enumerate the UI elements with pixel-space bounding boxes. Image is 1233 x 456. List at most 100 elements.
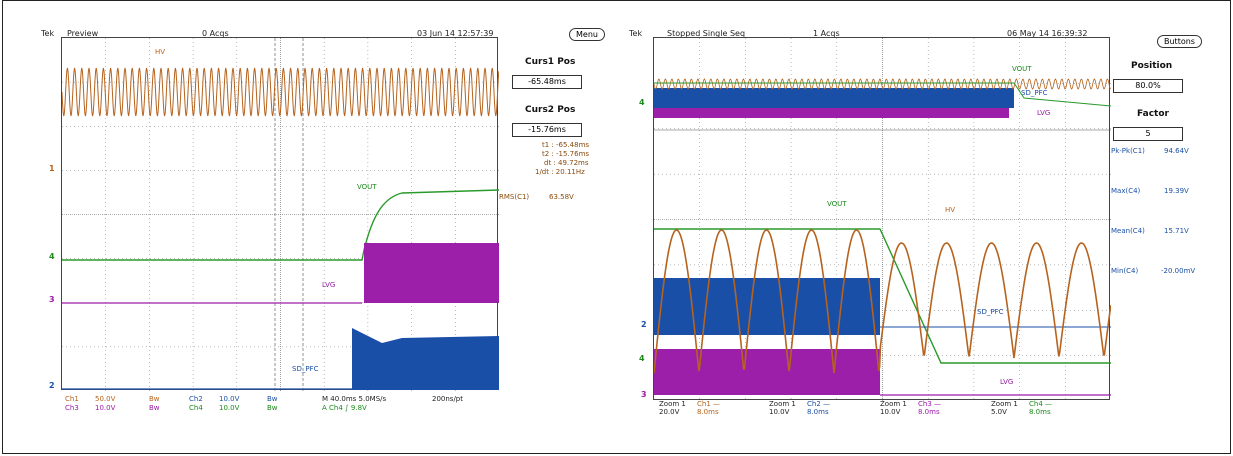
zoom-label: Zoom 1	[880, 400, 907, 408]
zoom-channel: Ch3 —	[918, 400, 942, 408]
left-hv-label: HV	[155, 48, 166, 56]
vout-trace	[654, 228, 1111, 364]
right-sdpfc-label: SD_PFC	[977, 308, 1004, 316]
right-datetime: 06 May 14 16:39:32	[1007, 29, 1088, 38]
left-ch2-marker: 2	[49, 381, 55, 390]
points-readout: 200ns/pt	[432, 395, 463, 403]
measurement-label: Pk-Pk(C1)	[1111, 147, 1145, 155]
rms-label: RMS(C1)	[499, 193, 530, 201]
factor-value[interactable]: 5	[1113, 127, 1183, 141]
lvg-trace-switching	[654, 349, 880, 395]
left-waveforms	[62, 38, 499, 391]
ch3-bw: Bw	[149, 404, 160, 412]
measurement-value: 15.71V	[1164, 227, 1189, 235]
menu-button[interactable]: Menu	[569, 28, 605, 41]
right-top-vout-label: VOUT	[1012, 65, 1032, 73]
readout-t1: t1 : -65.48ms	[542, 141, 590, 149]
ch4-label: Ch4	[189, 404, 203, 412]
lvg-trace-switching	[364, 243, 499, 303]
right-status: Stopped Single Seq	[667, 29, 746, 38]
zoom-label: Zoom 1	[659, 400, 686, 408]
left-oscilloscope-screen: Tek Preview 0 Acqs 03 Jun 14 12:57:39 Me…	[37, 23, 619, 423]
measurement-label: Min(C4)	[1111, 267, 1139, 275]
right-ch2-marker: 2	[641, 320, 647, 329]
ch1-bw: Bw	[149, 395, 160, 403]
measurement-value: 19.39V	[1164, 187, 1189, 195]
right-hv-label: HV	[945, 206, 956, 214]
ch4-scale: 10.0V	[219, 404, 240, 412]
buttons-button[interactable]: Buttons	[1157, 35, 1202, 48]
zoom-volts: 10.0V	[769, 408, 790, 416]
right-top-ch4-marker: 4	[639, 98, 645, 107]
left-datetime: 03 Jun 14 12:57:39	[417, 29, 494, 38]
ch2-label: Ch2	[189, 395, 203, 403]
ch3-scale: 10.0V	[95, 404, 116, 412]
zoom-time: 8.0ms	[1029, 408, 1051, 416]
hv-trace	[62, 67, 499, 117]
zoom-channel: Ch4 —	[1029, 400, 1053, 408]
curs1-pos-title: Curs1 Pos	[525, 57, 576, 67]
timebase-readout: M 40.0ms 5.0MS/s	[322, 395, 387, 403]
top-hv-trace	[654, 78, 1111, 90]
position-title: Position	[1131, 61, 1173, 71]
ch1-label: Ch1	[65, 395, 79, 403]
left-status: Preview	[67, 29, 99, 38]
right-lvg-label: LVG	[1000, 378, 1014, 386]
trigger-readout: A Ch4 ∫ 9.8V	[322, 404, 367, 412]
left-lvg-label: LVG	[322, 281, 336, 289]
ch4-bw: Bw	[267, 404, 278, 412]
ch2-bw: Bw	[267, 395, 278, 403]
top-lvg-band	[654, 108, 1009, 118]
measurement-value: -20.00mV	[1161, 267, 1196, 275]
right-ch4-marker: 4	[639, 354, 645, 363]
top-vout-trace	[654, 82, 1111, 107]
zoom-channel: Ch1 —	[697, 400, 721, 408]
zoom-label: Zoom 1	[991, 400, 1018, 408]
right-acqs: 1 Acqs	[813, 29, 840, 38]
right-brand: Tek	[629, 29, 643, 38]
left-vout-label: VOUT	[357, 183, 377, 191]
left-brand: Tek	[41, 29, 55, 38]
measurement-label: Mean(C4)	[1111, 227, 1145, 235]
right-vout-label: VOUT	[827, 200, 847, 208]
ch3-label: Ch3	[65, 404, 79, 412]
zoom-time: 8.0ms	[918, 408, 940, 416]
left-graticule	[61, 37, 499, 391]
zoom-time: 8.0ms	[807, 408, 829, 416]
right-top-lvg-label: LVG	[1037, 109, 1051, 117]
factor-title: Factor	[1137, 109, 1169, 119]
left-ch4-marker: 4	[49, 252, 55, 261]
curs2-pos-title: Curs2 Pos	[525, 105, 576, 115]
sd-pfc-trace-switching	[654, 278, 880, 335]
rms-value: 63.58V	[549, 193, 574, 201]
left-ch3-marker: 3	[49, 295, 55, 304]
readout-t2: t2 : -15.76ms	[542, 150, 590, 158]
zoom-channel: Ch2 —	[807, 400, 831, 408]
readout-inv-dt: 1/dt : 20.11Hz	[535, 168, 585, 176]
readout-dt: dt : 49.72ms	[544, 159, 589, 167]
curs2-pos-value[interactable]: -15.76ms	[512, 123, 582, 137]
measurement-label: Max(C4)	[1111, 187, 1141, 195]
top-sdpfc-band	[654, 88, 1014, 108]
hv-trace	[654, 229, 1111, 374]
zoom-volts: 20.0V	[659, 408, 680, 416]
left-sdpfc-label: SD_PFC	[292, 365, 319, 373]
right-graticule	[653, 37, 1111, 401]
right-top-sdpfc-label: SD_PFC	[1021, 89, 1048, 97]
zoom-volts: 10.0V	[880, 408, 901, 416]
right-ch3-marker: 3	[641, 390, 647, 399]
zoom-volts: 5.0V	[991, 408, 1007, 416]
zoom-label: Zoom 1	[769, 400, 796, 408]
position-value[interactable]: 80.0%	[1113, 79, 1183, 93]
curs1-pos-value[interactable]: -65.48ms	[512, 75, 582, 89]
ch2-scale: 10.0V	[219, 395, 240, 403]
ch1-scale: 50.0V	[95, 395, 116, 403]
zoom-time: 8.0ms	[697, 408, 719, 416]
measurement-value: 94.64V	[1164, 147, 1189, 155]
sd-pfc-trace-switching	[352, 328, 499, 390]
right-waveforms	[654, 38, 1111, 401]
right-oscilloscope-screen: Tek Stopped Single Seq 1 Acqs 06 May 14 …	[627, 23, 1210, 423]
left-acqs: 0 Acqs	[202, 29, 229, 38]
left-ch1-marker: 1	[49, 164, 55, 173]
